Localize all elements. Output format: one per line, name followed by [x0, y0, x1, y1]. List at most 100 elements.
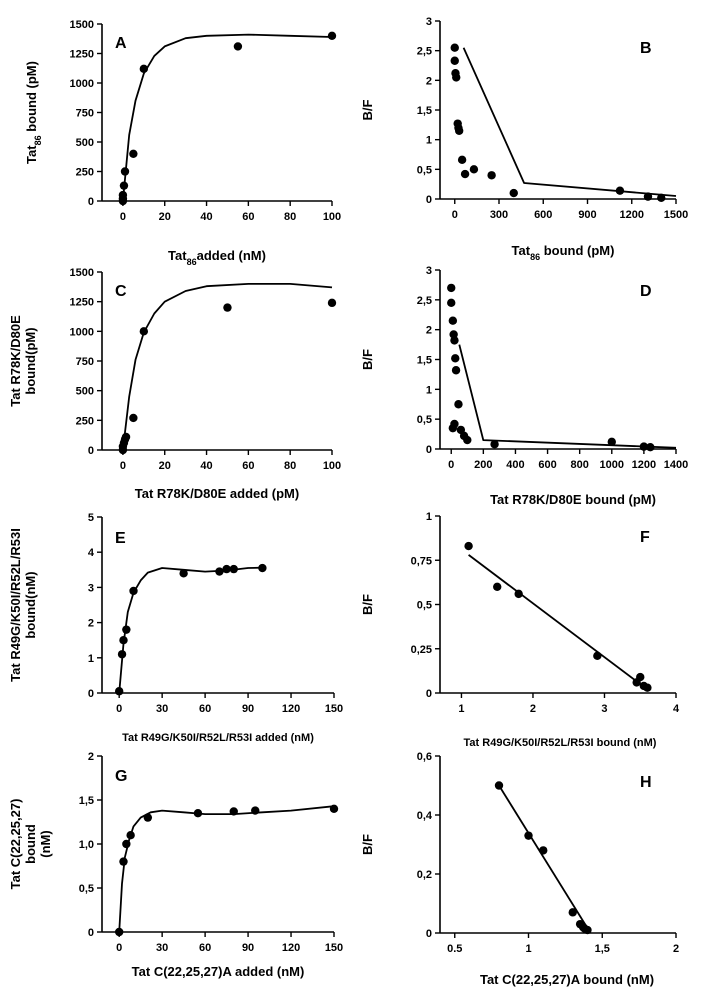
- x-tick-label: 0: [448, 459, 454, 471]
- data-point: [447, 283, 456, 293]
- x-tick-label: 600: [534, 209, 552, 221]
- y-tick-label: 0: [88, 196, 94, 208]
- panel-g: 0 0,5 1,0 1,5 2 0 30 60 90 120 150 G Tat C(22,25,27)…: [8, 751, 343, 979]
- panel-label: G: [115, 768, 127, 785]
- y-tick-label: 1250: [70, 297, 94, 309]
- data-point: [229, 807, 238, 816]
- y-tick-label: 1000: [70, 78, 94, 90]
- y-tick-label: 250: [76, 415, 94, 427]
- x-axis-label: Tat86added (nM): [168, 248, 266, 267]
- panel-e: 0 1 2 3 4 5 0 30 60 90 120 150 E Tat R49G/K50I/R52L/R…: [8, 512, 343, 744]
- data-point: [119, 636, 128, 645]
- data-point: [139, 327, 149, 336]
- y-axis-label-line: bound(pM): [23, 327, 38, 394]
- y-tick-label: 1: [426, 384, 432, 396]
- data-point: [454, 400, 463, 409]
- x-tick-label: 40: [200, 211, 212, 223]
- y-tick-label: 1250: [70, 49, 94, 61]
- x-axis-label: Tat86 bound (pM): [512, 243, 615, 262]
- y-axis-label-line: Tat C(22,25,27): [8, 799, 23, 890]
- x-tick-label: 20: [159, 211, 171, 223]
- data-point: [448, 316, 458, 325]
- y-tick-label: 1,5: [417, 105, 432, 117]
- x-tick-label: 60: [199, 703, 211, 715]
- x-tick-label: 900: [578, 209, 596, 221]
- x-tick-label: 1500: [664, 209, 688, 221]
- y-tick-label: 3: [88, 582, 94, 594]
- x-tick-label: 120: [282, 942, 300, 954]
- x-tick-label: 120: [282, 703, 300, 715]
- y-tick-label: 0: [426, 688, 432, 700]
- x-tick-label: 30: [156, 942, 168, 954]
- axis-label-subscript: 86: [33, 135, 43, 145]
- x-tick-label: 90: [242, 942, 254, 954]
- x-tick-label: 60: [242, 460, 254, 472]
- data-point: [258, 563, 267, 573]
- y-tick-label: 1500: [70, 19, 94, 31]
- y-tick-label: 1,0: [79, 839, 94, 851]
- data-point: [463, 435, 472, 445]
- panel-label: D: [640, 283, 652, 300]
- x-tick-label: 3: [601, 703, 607, 715]
- y-tick-label: 0: [88, 688, 94, 700]
- y-tick-label: 0,2: [417, 869, 432, 881]
- x-tick-label: 100: [323, 211, 341, 223]
- x-tick-label: 0: [120, 460, 126, 472]
- data-point: [487, 171, 496, 180]
- data-point: [643, 683, 652, 692]
- y-tick-label: 0: [88, 445, 94, 457]
- y-axis-label-line: Tat R78K/D80E: [8, 315, 23, 407]
- panel-h: 0 0,2 0,4 0,6 0.5 1 1,5 2 H Tat C(22,25,27)A boun…: [360, 751, 679, 987]
- data-point: [451, 366, 461, 375]
- data-point: [643, 192, 653, 201]
- data-point: [657, 193, 666, 203]
- y-tick-label: 0,75: [411, 555, 432, 567]
- data-point: [119, 857, 128, 866]
- y-tick-label: 0,5: [417, 164, 432, 176]
- data-point: [450, 336, 459, 345]
- data-point: [327, 31, 337, 40]
- panel-d: 0 0,5 1 1,5 2 2,5 3 0 200 400 600 800 1000 1200 1400 D T…: [360, 265, 688, 507]
- axis-label-part: Tat: [168, 248, 187, 263]
- data-point: [117, 650, 127, 659]
- x-tick-label: 80: [284, 460, 296, 472]
- data-point: [450, 56, 459, 65]
- axis-label-part: Tat: [512, 243, 531, 258]
- data-point: [593, 651, 602, 661]
- axis-label-part: bound (pM): [540, 243, 614, 258]
- fit-curve: [462, 47, 677, 197]
- data-point: [457, 155, 467, 165]
- data-point: [327, 298, 337, 308]
- data-point: [129, 413, 138, 423]
- data-point: [251, 806, 260, 815]
- data-point: [122, 625, 131, 634]
- y-tick-label: 0,4: [417, 810, 433, 822]
- y-axis-label-line: Tat R49G/K50I/R52L/R53I: [8, 528, 23, 682]
- x-axis-label: Tat R78K/D80E added (pM): [135, 486, 299, 501]
- y-tick-label: 2: [426, 75, 432, 87]
- data-point: [120, 167, 130, 176]
- data-point: [452, 73, 461, 82]
- x-tick-label: 1000: [600, 459, 624, 471]
- y-tick-label: 1: [88, 653, 94, 665]
- data-point: [636, 672, 645, 682]
- data-point: [494, 781, 504, 790]
- y-tick-label: 0: [426, 194, 432, 206]
- panel-f: 0 0,25 0,5 0,75 1 1 2 3 4 F Tat R49G/K50I/R52L/R53…: [360, 511, 680, 749]
- data-point: [464, 541, 473, 551]
- panel-label: A: [115, 35, 127, 52]
- data-point: [514, 589, 523, 599]
- data-point: [129, 149, 138, 158]
- data-point: [646, 443, 655, 452]
- y-axis-label-line: (nM): [38, 830, 53, 857]
- x-tick-label: 300: [490, 209, 508, 221]
- fit-curve: [458, 344, 677, 449]
- y-tick-label: 500: [76, 137, 94, 149]
- data-point: [223, 303, 232, 312]
- data-point: [568, 908, 577, 917]
- y-tick-label: 0: [426, 444, 432, 456]
- x-tick-label: 600: [538, 459, 556, 471]
- panel-b: 0 0,5 1 1,5 2 2,5 3 0 300 600 900 1200 1500 B Tat86 bo…: [360, 16, 688, 262]
- y-tick-label: 0: [426, 928, 432, 940]
